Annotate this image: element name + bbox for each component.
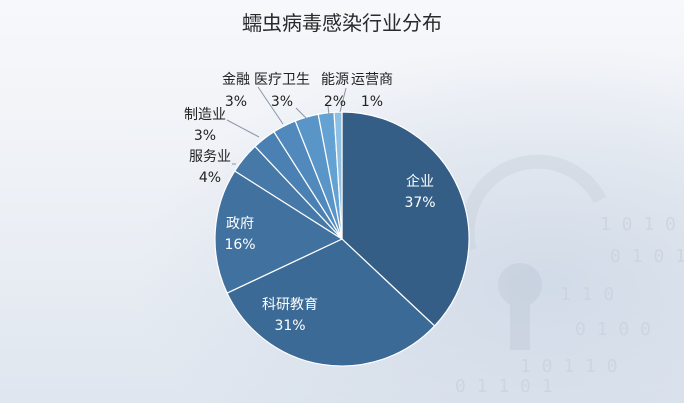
- slice-label-5: 制造业: [184, 107, 226, 123]
- svg-text:0 1 0 0: 0 1 0 0: [575, 319, 651, 340]
- pie-slice-3: [214, 170, 344, 294]
- slice-value-label-2: 31%: [274, 318, 305, 334]
- slice-label-3: 政府: [226, 216, 254, 232]
- slice-value-label-6: 3%: [225, 94, 247, 110]
- leader-line-5: [226, 119, 260, 138]
- pie-slice-1: [341, 111, 470, 327]
- slice-label-6: 金融: [222, 72, 250, 88]
- slice-value-label-1: 37%: [404, 195, 435, 211]
- slice-label-7: 医疗卫生: [254, 72, 310, 88]
- slice-label-9: 运营商: [351, 72, 393, 88]
- slice-value-label-5: 3%: [194, 128, 216, 144]
- slice-value-label-9: 1%: [361, 94, 383, 110]
- svg-text:1 0 1 1 0: 1 0 1 1 0: [520, 356, 618, 377]
- slice-value-label-4: 4%: [199, 170, 221, 186]
- slice-value-label-7: 3%: [271, 94, 293, 110]
- chart-title: 蠕虫病毒感染行业分布: [242, 11, 442, 35]
- leader-line-7: [295, 107, 307, 119]
- svg-text:1 1 0: 1 1 0: [560, 284, 614, 305]
- leader-line-6: [257, 86, 284, 125]
- slice-value-label-8: 2%: [324, 94, 346, 110]
- slice-label-1: 企业: [406, 173, 434, 190]
- slice-value-label-3: 16%: [224, 237, 255, 253]
- svg-text:0 1 1 0 1: 0 1 1 0 1: [455, 376, 553, 397]
- svg-text:0 1 0 1: 0 1 0 1: [610, 246, 684, 267]
- pie-slice-2: [226, 238, 436, 367]
- slice-label-2: 科研教育: [262, 297, 318, 313]
- pie-slice-9: [333, 111, 343, 240]
- svg-text:1 0 1 0: 1 0 1 0: [600, 214, 676, 235]
- leader-line-9: [339, 87, 347, 113]
- leader-line-8: [327, 105, 330, 116]
- slice-label-8: 能源: [321, 72, 349, 88]
- slice-label-4: 服务业: [189, 149, 231, 165]
